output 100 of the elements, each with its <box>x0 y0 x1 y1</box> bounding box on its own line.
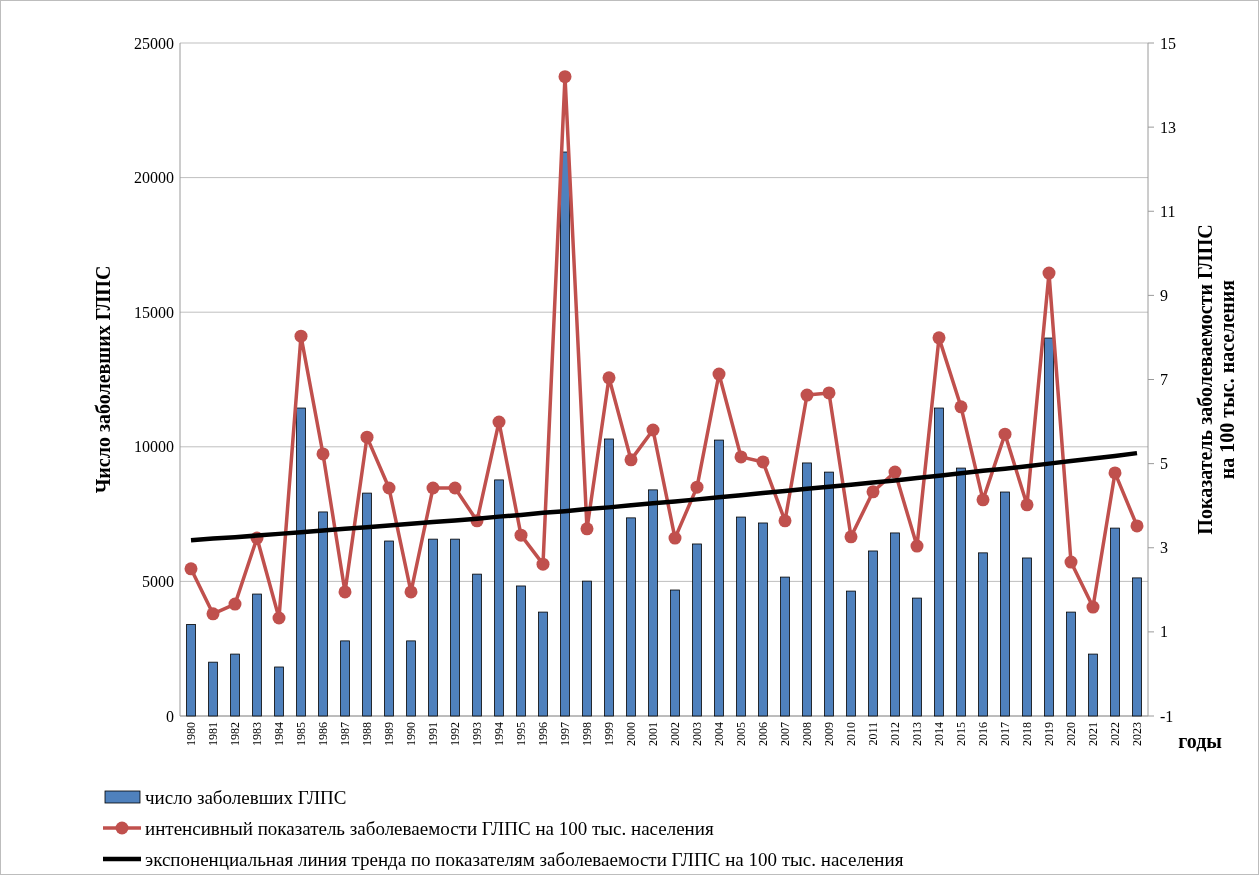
point <box>338 585 352 599</box>
bar <box>736 516 746 717</box>
bar <box>670 589 680 717</box>
point <box>514 528 528 542</box>
x-tick-label: 1983 <box>250 722 264 746</box>
y-tick-label: 10000 <box>134 438 174 456</box>
point <box>910 539 924 553</box>
x-tick-label: 1982 <box>228 722 242 746</box>
x-tick-label: 1985 <box>294 722 308 746</box>
x-tick-label: 2022 <box>1108 722 1122 746</box>
x-tick-label: 1987 <box>338 722 352 746</box>
x-tick-label: 2019 <box>1042 722 1056 746</box>
x-tick-label: 1989 <box>382 722 396 746</box>
bar <box>912 597 922 717</box>
x-tick-label: 2020 <box>1064 722 1078 746</box>
bar <box>1088 653 1098 717</box>
point <box>206 607 220 621</box>
point <box>844 530 858 544</box>
point <box>492 415 506 429</box>
point <box>690 480 704 494</box>
point <box>932 331 946 345</box>
bar <box>384 540 394 717</box>
x-tick-label: 2012 <box>888 722 902 746</box>
point <box>228 597 242 611</box>
bar <box>252 593 262 717</box>
point <box>1020 498 1034 512</box>
point <box>624 453 638 467</box>
x-tick-label: 2008 <box>800 722 814 746</box>
point <box>316 447 330 461</box>
y2-tick-label: 15 <box>1160 34 1176 52</box>
x-tick-label: 2005 <box>734 722 748 746</box>
point <box>646 423 660 437</box>
x-tick-label: 2016 <box>976 722 990 746</box>
x-tick-label: 2002 <box>668 722 682 746</box>
x-tick-label: 2009 <box>822 722 836 746</box>
x-tick-label: 2021 <box>1086 722 1100 746</box>
bar <box>450 538 460 717</box>
y2-axis-title: Показатель заболеваемости ГЛПС на 100 тыс. населения <box>1194 224 1238 535</box>
legend-label: экспоненциальная линия тренда по показателям заболеваемости ГЛПС на 100 тыс. населения <box>145 848 904 870</box>
point <box>580 522 594 536</box>
bar <box>582 580 592 717</box>
bar <box>846 590 856 717</box>
point <box>1086 600 1100 614</box>
point <box>734 450 748 464</box>
x-tick-label: 1986 <box>316 722 330 746</box>
point <box>822 386 836 400</box>
bar <box>626 517 636 717</box>
point <box>1108 466 1122 480</box>
bar <box>780 576 790 717</box>
bar <box>274 666 284 717</box>
x-tick-label: 2013 <box>910 722 924 746</box>
x-tick-label: 1981 <box>206 722 220 746</box>
x-axis-title: годы <box>1178 730 1223 752</box>
point <box>602 371 616 385</box>
bar <box>1066 611 1076 717</box>
point <box>382 481 396 495</box>
x-tick-label: 1993 <box>470 722 484 746</box>
y-tick-label: 5000 <box>142 573 174 590</box>
point <box>426 481 440 495</box>
y2-tick-label: 3 <box>1160 539 1168 557</box>
x-tick-label: 2010 <box>844 722 858 746</box>
point <box>294 329 308 343</box>
point <box>360 430 374 444</box>
bar <box>1022 557 1032 717</box>
legend-label: число заболевших ГЛПС <box>145 786 347 808</box>
x-tick-label: 1996 <box>536 722 550 746</box>
y2-tick-label: -1 <box>1160 707 1174 725</box>
bar <box>428 538 438 717</box>
point <box>888 465 902 479</box>
x-tick-label: 2000 <box>624 722 638 746</box>
x-tick-label: 2023 <box>1130 722 1144 746</box>
y2-tick-label: 11 <box>1160 202 1176 220</box>
x-tick-label: 2003 <box>690 722 704 746</box>
x-tick-label: 2018 <box>1020 722 1034 746</box>
x-tick-label: 1995 <box>514 722 528 746</box>
bar <box>186 624 196 717</box>
point <box>184 562 198 576</box>
bar <box>1110 527 1120 717</box>
x-tick-label: 2007 <box>778 722 792 746</box>
x-tick-label: 1990 <box>404 722 418 746</box>
y-tick-label: 15000 <box>134 303 174 321</box>
point <box>272 611 286 625</box>
x-tick-label: 1980 <box>184 722 198 746</box>
point <box>712 367 726 381</box>
x-tick-label: 1998 <box>580 722 594 746</box>
x-tick-label: 1994 <box>492 722 506 746</box>
bar <box>208 661 218 717</box>
x-tick-label: 1999 <box>602 722 616 746</box>
bar <box>406 640 416 717</box>
point <box>558 70 572 84</box>
bar <box>868 550 878 717</box>
bar <box>692 543 702 717</box>
x-tick-label: 2017 <box>998 722 1012 746</box>
y-tick-label: 25000 <box>134 34 174 52</box>
bar <box>472 573 482 717</box>
point <box>998 427 1012 441</box>
point <box>1130 519 1144 533</box>
bar <box>758 522 768 717</box>
point <box>756 455 770 469</box>
bar <box>538 611 548 717</box>
